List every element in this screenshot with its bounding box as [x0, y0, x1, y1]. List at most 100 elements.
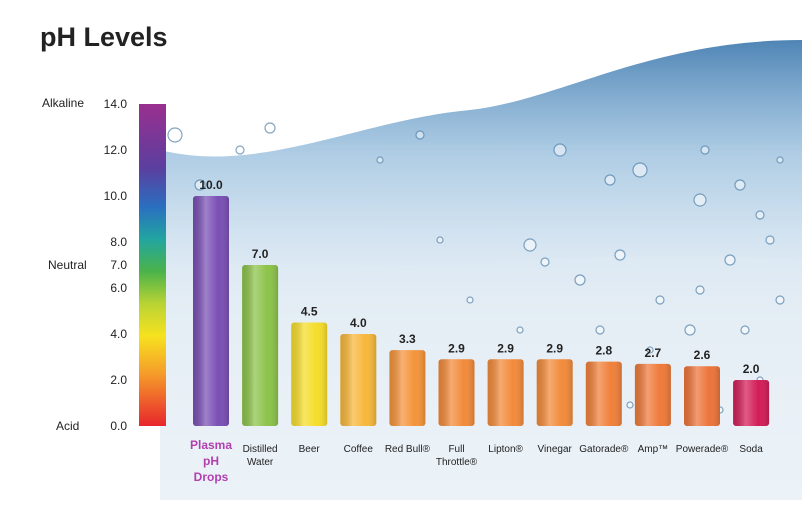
bar-value-label: 2.9 — [497, 341, 514, 355]
bar-value-label: 2.0 — [743, 362, 760, 376]
bubble — [655, 295, 665, 305]
x-tick-label: Soda — [739, 444, 763, 455]
bubble — [734, 179, 746, 191]
x-tick-label-line: Soda — [739, 444, 763, 455]
y-tick-label: 10.0 — [104, 189, 128, 203]
bubble — [466, 296, 474, 304]
x-tick-label-line: pH — [203, 454, 219, 468]
bubble — [235, 145, 245, 155]
water-wave-bottom — [160, 255, 802, 500]
y-tick-label: 0.0 — [110, 419, 127, 433]
bubble — [167, 127, 183, 143]
bubble — [700, 145, 710, 155]
bar-value-label: 7.0 — [252, 247, 269, 261]
bubble — [776, 156, 784, 164]
page-title: pH Levels — [40, 22, 168, 52]
bubble — [724, 254, 736, 266]
bubble — [264, 122, 276, 134]
x-tick-label-line: Coffee — [344, 444, 374, 455]
bar-value-label: 2.9 — [546, 341, 563, 355]
x-tick-label: Amp™ — [638, 444, 669, 455]
bar-shine — [585, 361, 622, 426]
bar-shine — [340, 334, 377, 426]
bubble — [646, 346, 654, 354]
x-tick-label: Beer — [299, 444, 321, 455]
bubble — [765, 235, 775, 245]
bar-value-label: 2.7 — [645, 346, 662, 360]
y-tick-label: 7.0 — [110, 258, 127, 272]
bar-value-label: 2.8 — [595, 344, 612, 358]
bar-shine — [389, 350, 426, 426]
acid-label: Acid — [56, 419, 79, 433]
bar-shine — [634, 363, 671, 426]
y-tick-label: 6.0 — [110, 281, 127, 295]
bar-shine — [684, 366, 720, 426]
bubble — [695, 285, 705, 295]
y-tick-label: 14.0 — [104, 97, 128, 111]
x-tick-label: Red Bull® — [385, 444, 431, 455]
x-tick-label: Powerade® — [676, 444, 729, 455]
x-tick-label: Gatorade® — [579, 444, 629, 455]
bar-shine — [193, 196, 229, 426]
x-tick-label: Vinegar — [538, 444, 573, 455]
bars: 10.0 7.0 4.5 4.0 3.3 2.9 2.9 2.9 2.8 2.7 2.6 2.0 — [193, 178, 770, 426]
x-tick-label: Full Throttle® — [436, 444, 478, 468]
x-tick-label-line: Distilled — [243, 444, 278, 455]
bubble — [632, 162, 648, 178]
bar-shine — [733, 380, 770, 426]
x-tick-label-line: Throttle® — [436, 457, 478, 468]
x-tick-label: Coffee — [344, 444, 374, 455]
x-tick-label-line: Water — [247, 457, 274, 468]
x-tick-label-line: Powerade® — [676, 444, 729, 455]
bar-shine — [487, 359, 524, 426]
x-tick-label-line: Lipton® — [488, 444, 523, 455]
bubble — [626, 401, 634, 409]
bar-value-label: 4.5 — [301, 305, 318, 319]
neutral-label: Neutral — [48, 258, 87, 272]
bubble — [523, 238, 537, 252]
x-axis-labels: Plasma pH Drops Distilled Water Beer Coffee Red… — [190, 438, 763, 484]
y-tick-label: 2.0 — [110, 373, 127, 387]
bubble — [194, 179, 206, 191]
bar-value-label: 10.0 — [199, 178, 223, 192]
bar-shine — [536, 359, 573, 426]
ph-spectrum-bar — [139, 104, 166, 426]
x-tick-label-line: Beer — [299, 444, 321, 455]
x-tick-label-line: Drops — [194, 470, 229, 484]
bubble — [574, 274, 586, 286]
x-tick-label-line: Gatorade® — [579, 444, 629, 455]
bar-value-label: 2.9 — [448, 341, 465, 355]
bar-value-label: 2.6 — [694, 348, 711, 362]
bubble — [740, 325, 750, 335]
bubble — [755, 210, 765, 220]
bar-value-label: 4.0 — [350, 316, 367, 330]
x-tick-label-line: Amp™ — [638, 444, 669, 455]
y-tick-label: 8.0 — [110, 235, 127, 249]
bubble — [684, 324, 696, 336]
y-axis: 0.0 2.0 4.0 6.0 7.0 8.0 10.0 12.0 14.0 — [104, 97, 128, 433]
x-tick-label: Lipton® — [488, 444, 523, 455]
bar-shine — [242, 265, 279, 426]
bubble — [595, 325, 605, 335]
bubbles — [167, 122, 785, 414]
bubble — [516, 326, 524, 334]
bubble — [614, 249, 626, 261]
bubble — [553, 143, 567, 157]
x-tick-label-line: Red Bull® — [385, 444, 431, 455]
bar-value-label: 3.3 — [399, 332, 416, 346]
bar-shine — [291, 322, 328, 426]
y-tick-label: 12.0 — [104, 143, 128, 157]
bubble — [693, 193, 707, 207]
x-tick-label-line: Full — [448, 444, 464, 455]
x-tick-label-line: Plasma — [190, 438, 232, 452]
x-tick-label: Plasma pH Drops — [190, 438, 232, 484]
x-tick-label: Distilled Water — [243, 444, 278, 468]
y-tick-label: 4.0 — [110, 327, 127, 341]
bubble — [376, 156, 384, 164]
alkaline-label: Alkaline — [42, 96, 84, 110]
x-tick-label-line: Vinegar — [538, 444, 573, 455]
bubble — [540, 257, 550, 267]
bubble — [775, 295, 785, 305]
